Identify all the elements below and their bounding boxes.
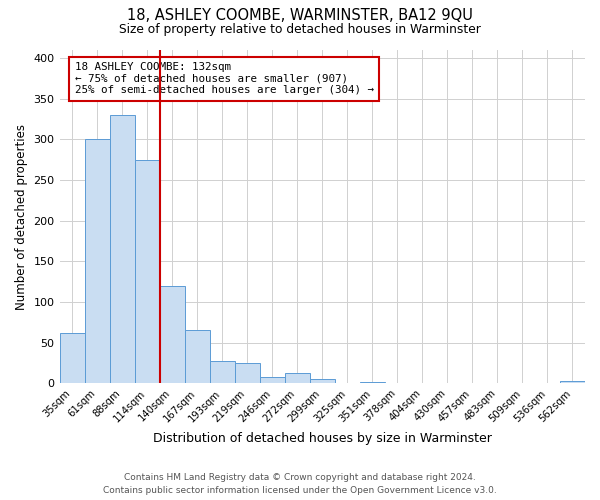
Bar	[134, 160, 160, 383]
Y-axis label: Number of detached properties: Number of detached properties	[15, 124, 28, 310]
Bar	[235, 363, 260, 383]
Bar	[85, 140, 110, 383]
Text: 18 ASHLEY COOMBE: 132sqm
← 75% of detached houses are smaller (907)
25% of semi-: 18 ASHLEY COOMBE: 132sqm ← 75% of detach…	[74, 62, 374, 96]
X-axis label: Distribution of detached houses by size in Warminster: Distribution of detached houses by size …	[153, 432, 492, 445]
Bar	[209, 361, 235, 383]
Text: Size of property relative to detached houses in Warminster: Size of property relative to detached ho…	[119, 22, 481, 36]
Bar	[185, 330, 209, 383]
Bar	[285, 374, 310, 383]
Bar	[110, 115, 134, 383]
Bar	[360, 382, 385, 383]
Text: Contains HM Land Registry data © Crown copyright and database right 2024.
Contai: Contains HM Land Registry data © Crown c…	[103, 473, 497, 495]
Bar	[260, 376, 285, 383]
Bar	[160, 286, 185, 383]
Bar	[560, 380, 585, 383]
Bar	[59, 333, 85, 383]
Text: 18, ASHLEY COOMBE, WARMINSTER, BA12 9QU: 18, ASHLEY COOMBE, WARMINSTER, BA12 9QU	[127, 8, 473, 22]
Bar	[310, 379, 335, 383]
